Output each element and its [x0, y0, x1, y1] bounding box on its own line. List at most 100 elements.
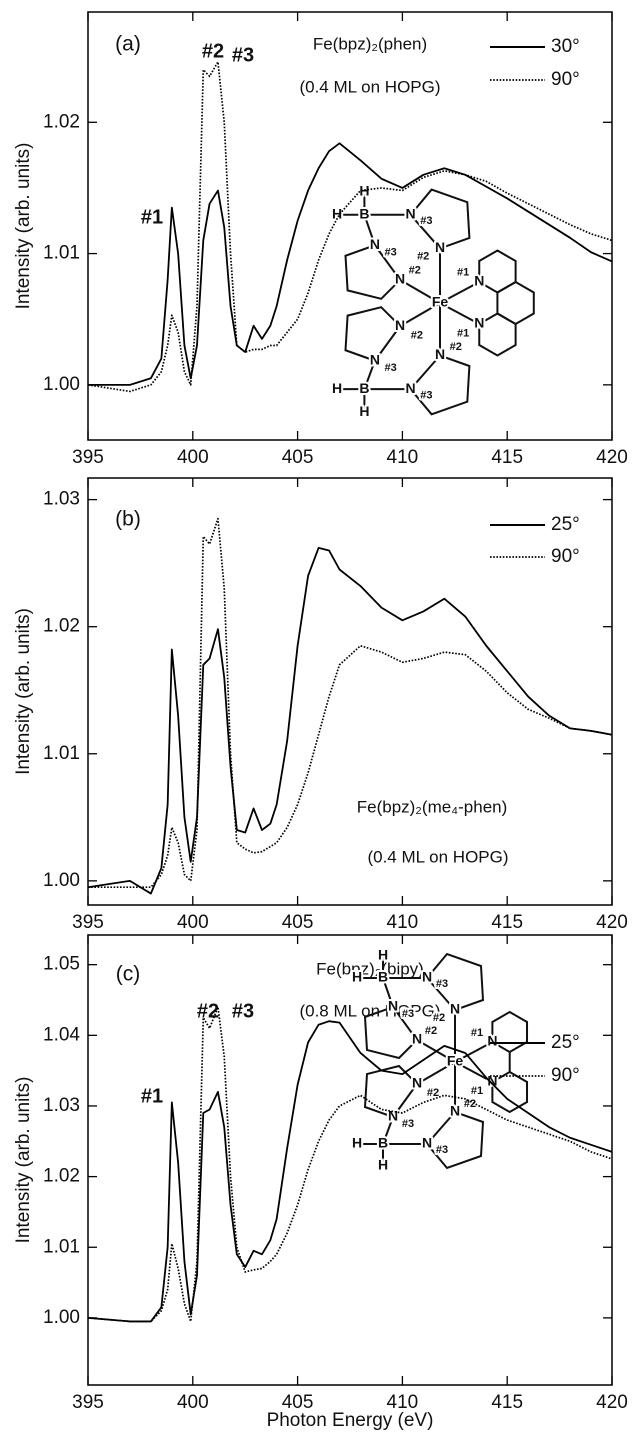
atom-label: B: [359, 206, 369, 222]
y-tick-label: 1.01: [43, 743, 80, 764]
y-tick-label: 1.02: [43, 111, 80, 132]
ring: [425, 952, 485, 1012]
atom-label: N: [422, 1135, 432, 1151]
legend-label: 90°: [551, 546, 580, 567]
atom-label: N: [487, 1073, 497, 1089]
atom-label: N: [395, 271, 405, 287]
y-tick-label: 1.01: [43, 1236, 80, 1257]
x-tick-label: 405: [282, 447, 314, 468]
bond: [399, 279, 441, 304]
site-label: #3: [436, 978, 448, 990]
atom-label: N: [474, 315, 484, 331]
ring: [363, 1005, 419, 1060]
bond: [382, 1116, 394, 1145]
site-label: #2: [425, 1025, 437, 1037]
plot-frame: [87, 11, 613, 441]
atom-label: N: [450, 1001, 460, 1017]
legend-label: 25°: [551, 1032, 580, 1053]
y-tick-label: 1.02: [43, 1166, 80, 1187]
site-label: #3: [402, 1008, 414, 1020]
chart-title: Fe(bpz)₂(phen): [313, 34, 427, 53]
panel-label: (b): [115, 508, 141, 531]
atom-label: N: [406, 206, 416, 222]
site-label: #2: [411, 329, 423, 341]
site-label: #1: [471, 1027, 483, 1039]
atom-label: B: [359, 380, 369, 396]
spectrum-line: [87, 547, 613, 895]
y-axis-title: Intensity (arb. units): [13, 143, 34, 310]
peak-annotation: #3: [232, 1000, 254, 1022]
x-tick-label: 415: [491, 447, 523, 468]
bond: [439, 302, 480, 325]
chart-subtitle: (0.8 ML on HOPG): [299, 1001, 440, 1020]
atom-label: N: [450, 1103, 460, 1119]
x-tick-label: 420: [596, 912, 628, 933]
legend-label: 30°: [551, 36, 580, 57]
site-label: #3: [436, 1144, 448, 1156]
atom-label: B: [378, 969, 388, 985]
x-tick-label: 420: [596, 447, 628, 468]
y-tick-label: 1.00: [43, 1307, 80, 1328]
atom-label: N: [435, 346, 445, 362]
site-label: #1: [457, 266, 469, 278]
bond: [439, 281, 480, 304]
peak-annotation: #2: [202, 40, 224, 62]
site-label: #2: [433, 1012, 445, 1024]
peak-annotation: #1: [141, 1085, 163, 1107]
atom-label: H: [378, 1157, 388, 1173]
site-label: #3: [385, 362, 397, 374]
y-tick-label: 1.01: [43, 243, 80, 264]
ring: [491, 1070, 529, 1114]
ring: [496, 280, 535, 326]
atom-label: N: [370, 236, 380, 252]
atom-label: H: [332, 380, 342, 396]
chart-title: Fe(bpz)₂(me₄-phen): [357, 797, 508, 816]
site-label: #2: [464, 1098, 476, 1110]
atom-label: Fe: [432, 294, 449, 310]
x-tick-label: 415: [491, 912, 523, 933]
x-tick-label: 410: [387, 912, 419, 933]
atom-label: N: [412, 1075, 422, 1091]
ring: [363, 1064, 419, 1119]
site-label: #1: [471, 1085, 483, 1097]
plot-frame: [87, 477, 613, 906]
y-tick-label: 1.04: [43, 1024, 80, 1045]
ring: [344, 306, 402, 362]
chart-subtitle: (0.4 ML on HOPG): [299, 77, 440, 96]
atom-label: H: [378, 947, 388, 963]
spectrum-line: [87, 61, 613, 393]
atom-label: H: [352, 1135, 362, 1151]
peak-annotation: #3: [232, 44, 254, 66]
legend-label: 90°: [551, 69, 580, 90]
plot-frame: [87, 934, 613, 1386]
spectrum-line: [87, 1006, 613, 1323]
site-label: #3: [385, 247, 397, 259]
ring: [409, 188, 471, 250]
atom-label: B: [378, 1135, 388, 1151]
y-tick-label: 1.00: [43, 374, 80, 395]
spectrum-line: [87, 1020, 613, 1323]
atom-label: Fe: [447, 1053, 464, 1069]
atom-label: N: [370, 351, 380, 367]
x-tick-label: 415: [491, 1392, 523, 1413]
spectrum-line: [88, 517, 613, 889]
site-label: #2: [450, 341, 462, 353]
y-tick-label: 1.05: [43, 954, 80, 975]
chart-subtitle: (0.4 ML on HOPG): [367, 847, 508, 866]
atom-label: H: [359, 403, 369, 419]
atom-label: N: [388, 998, 398, 1014]
site-label: #3: [420, 389, 432, 401]
x-tick-label: 395: [72, 447, 104, 468]
site-label: #2: [427, 1087, 439, 1099]
bond: [416, 1061, 456, 1085]
site-label: #3: [402, 1118, 414, 1130]
spectrum-line: [88, 142, 613, 386]
bond: [363, 214, 376, 246]
x-tick-label: 405: [282, 912, 314, 933]
peak-annotation: #1: [141, 206, 163, 228]
chart-title: Fe(bpz)₂(bipy): [316, 959, 424, 978]
